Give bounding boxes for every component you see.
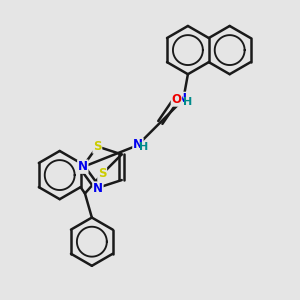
Text: H: H: [139, 142, 148, 152]
Text: O: O: [171, 93, 182, 106]
Text: N: N: [93, 182, 103, 195]
Text: N: N: [133, 138, 143, 151]
Text: S: S: [98, 167, 106, 180]
Text: N: N: [177, 92, 187, 105]
Text: S: S: [93, 140, 102, 153]
Text: N: N: [78, 160, 88, 173]
Text: H: H: [183, 97, 193, 106]
